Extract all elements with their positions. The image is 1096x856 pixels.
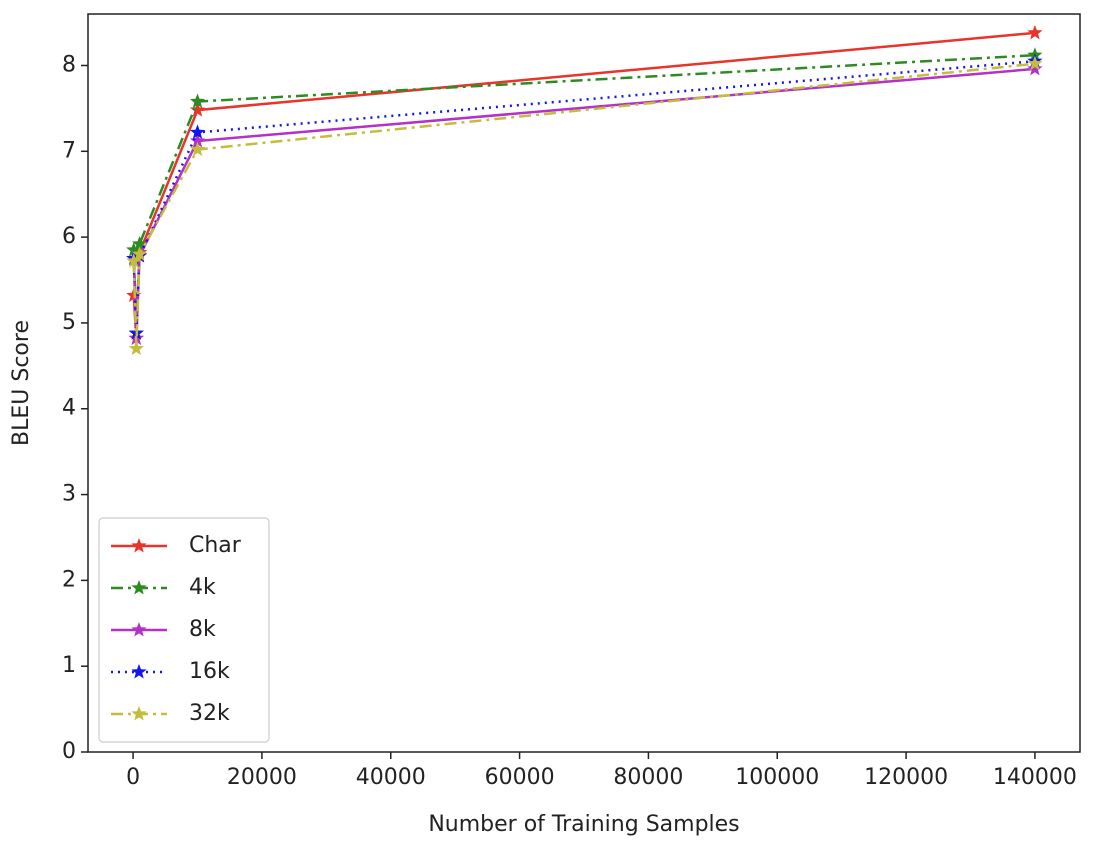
legend-label: Char (189, 533, 242, 558)
x-tick-label: 120000 (864, 765, 948, 790)
point-marker (126, 241, 142, 257)
legend-label: 32k (189, 701, 230, 726)
point-marker (128, 340, 144, 356)
x-tick-label: 20000 (227, 765, 297, 790)
legend-label: 8k (189, 617, 216, 642)
plot-frame (87, 13, 1081, 753)
series-line (132, 67, 1036, 339)
point-marker (189, 124, 206, 139)
y-tick-label: 4 (62, 396, 76, 421)
y-axis-label: BLEU Score (9, 320, 34, 446)
point-marker (1027, 60, 1043, 76)
series-line (132, 59, 1036, 334)
point-marker (126, 253, 142, 268)
point-marker (189, 133, 206, 148)
y-tick-label: 0 (62, 739, 76, 764)
legend-marker (131, 706, 147, 721)
y-tick-label: 1 (62, 653, 76, 678)
point-marker (1027, 55, 1043, 71)
legend-marker (131, 664, 147, 679)
point-marker (189, 141, 206, 157)
x-tick-label: 40000 (356, 765, 426, 790)
x-tick-label: 100000 (735, 765, 819, 790)
point-marker (189, 102, 206, 117)
legend-label: 4k (189, 575, 216, 600)
y-tick-label: 6 (62, 224, 76, 249)
x-axis-label: Number of Training Samples (428, 812, 739, 837)
legend-box (98, 517, 270, 743)
point-marker (131, 246, 148, 261)
y-tick-label: 5 (62, 310, 76, 335)
point-marker (131, 235, 148, 251)
x-tick-label: 80000 (613, 765, 683, 790)
y-tick-label: 8 (62, 52, 76, 77)
y-tick-label: 3 (62, 482, 76, 507)
legend-marker (131, 538, 147, 553)
legend-marker (131, 580, 147, 595)
point-marker (189, 93, 206, 108)
y-tick-label: 7 (62, 138, 76, 163)
legend-marker (131, 622, 147, 637)
x-tick-label: 0 (126, 765, 140, 790)
x-tick-label: 140000 (993, 765, 1077, 790)
legend-label: 16k (189, 659, 230, 684)
series-line (132, 53, 1035, 334)
x-tick-label: 60000 (485, 765, 555, 790)
y-tick-label: 2 (62, 567, 76, 592)
point-marker (1027, 24, 1043, 40)
